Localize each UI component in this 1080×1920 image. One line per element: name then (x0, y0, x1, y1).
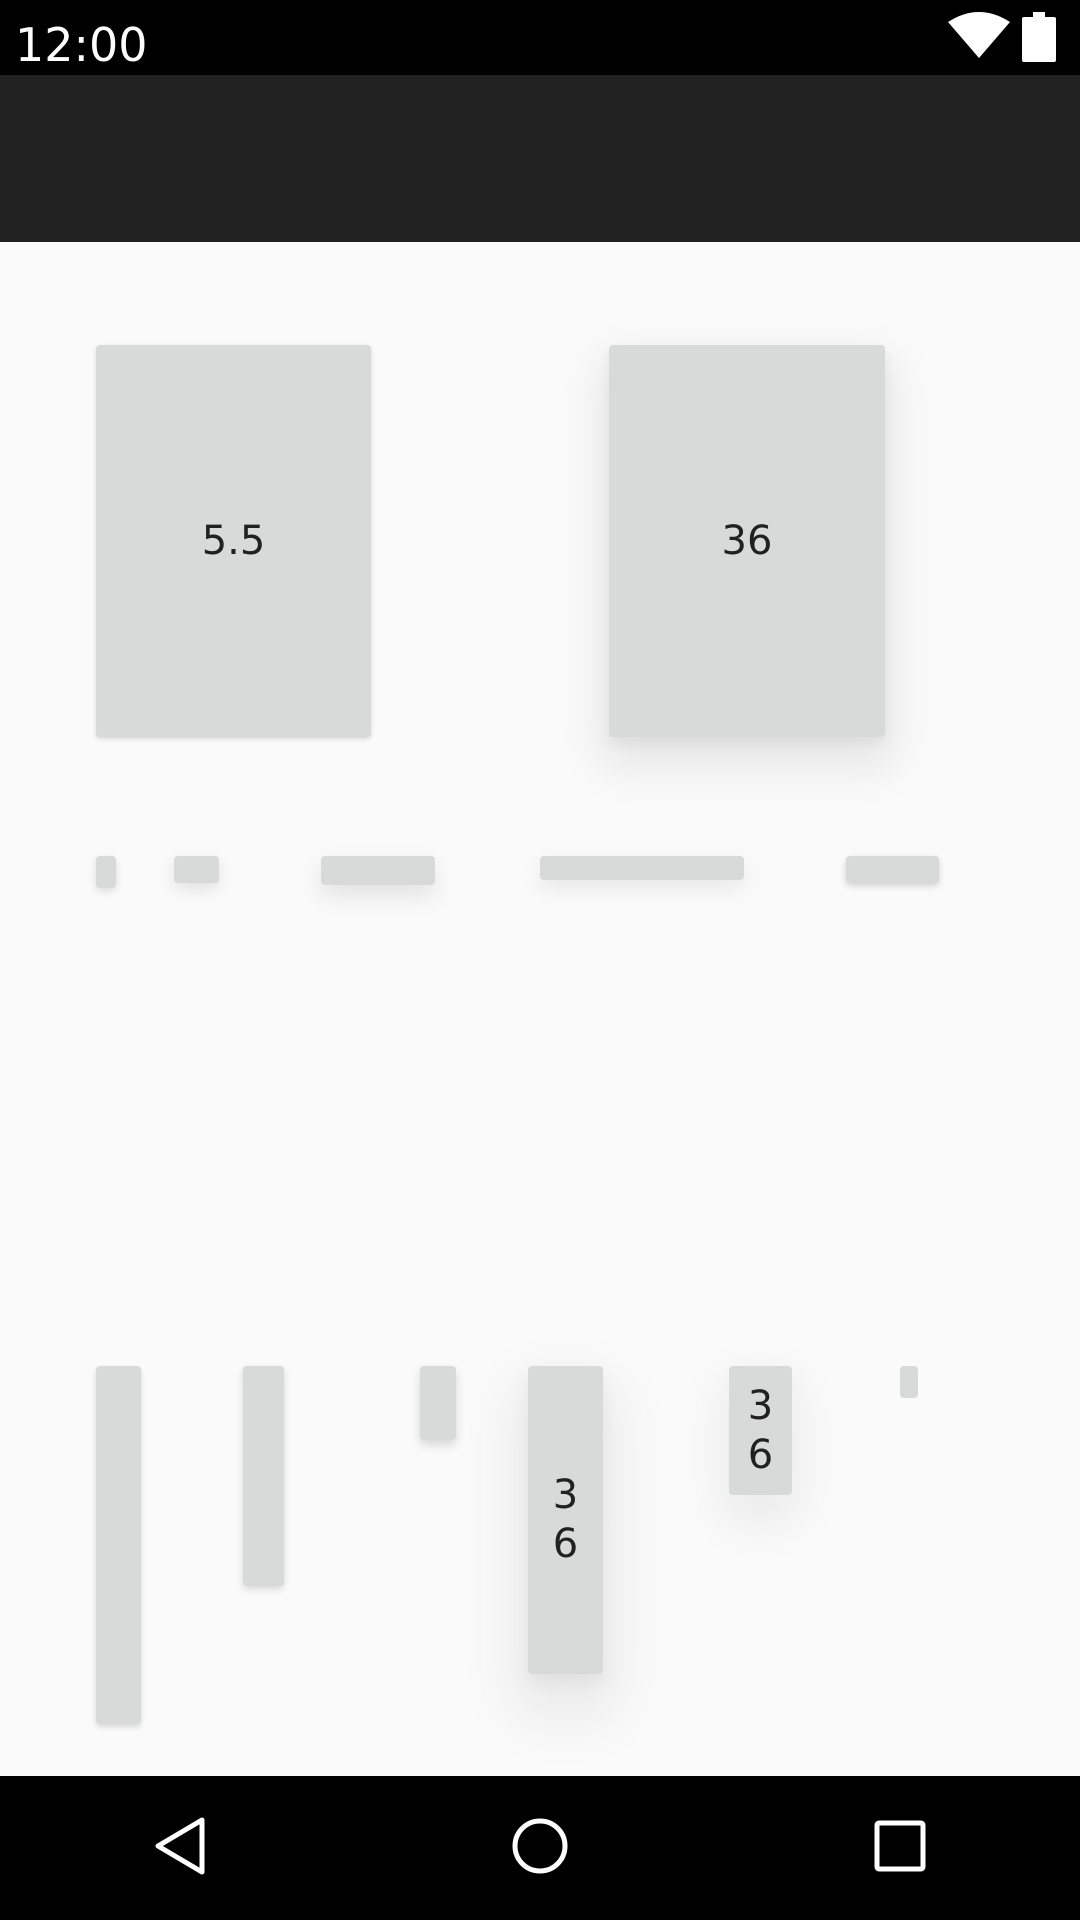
card-vertical-4: 36 (528, 1366, 603, 1674)
card-thin-5 (846, 856, 939, 883)
battery-icon (1022, 12, 1056, 62)
card-vertical-3 (420, 1366, 456, 1440)
card-large-left-label: 5.5 (201, 518, 266, 564)
card-large-right: 36 (609, 345, 885, 737)
card-vertical-4-label: 36 (552, 1472, 579, 1567)
recents-icon[interactable] (870, 1816, 930, 1876)
card-large-right-label: 36 (721, 518, 773, 564)
card-thin-2 (174, 856, 219, 883)
app-toolbar (0, 75, 1080, 242)
wifi-icon (948, 12, 1010, 58)
card-thin-4 (540, 856, 744, 880)
navigation-bar (0, 1776, 1080, 1920)
card-vertical-5: 36 (729, 1366, 792, 1495)
card-vertical-6 (900, 1366, 918, 1398)
card-thin-3 (321, 856, 435, 885)
card-vertical-1 (96, 1366, 141, 1724)
card-large-left: 5.5 (96, 345, 371, 737)
home-icon[interactable] (510, 1816, 570, 1876)
card-vertical-5-label: 36 (747, 1382, 774, 1478)
content-area: 5.5 36 36 36 (0, 242, 1080, 1776)
back-icon[interactable] (152, 1816, 212, 1876)
status-bar-clock: 12:00 (15, 18, 148, 72)
card-vertical-2 (243, 1366, 284, 1586)
status-bar: 12:00 (0, 0, 1080, 75)
card-thin-1 (96, 856, 116, 888)
